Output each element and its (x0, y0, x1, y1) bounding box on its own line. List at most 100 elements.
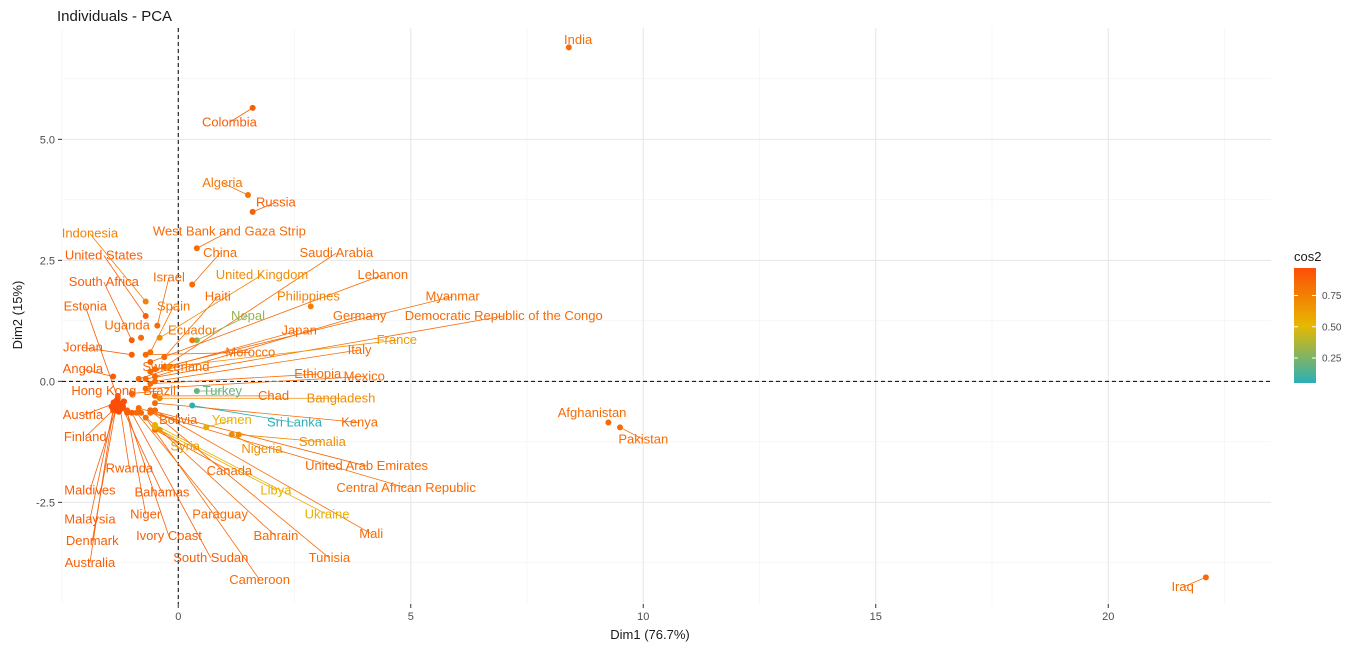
data-point (119, 403, 127, 410)
label-connector (89, 410, 114, 520)
label-segments (82, 107, 1207, 588)
point-label: Estonia (64, 298, 108, 313)
data-point (152, 373, 158, 380)
data-point (152, 378, 158, 385)
label-connector (122, 407, 163, 493)
x-tick-label: 20 (1102, 611, 1114, 623)
label-connector (150, 373, 318, 385)
label-connector (138, 407, 179, 421)
point-labels: India Colombia Algeria Russia West Bank and … (62, 32, 1194, 594)
label-connector (150, 330, 300, 373)
point-label: Germany (333, 308, 387, 323)
data-point (193, 245, 200, 252)
point-label: Japan (281, 323, 316, 338)
point-label: Switzerland (142, 359, 209, 374)
label-connector (82, 347, 132, 356)
data-point (307, 303, 314, 310)
label-connector (145, 417, 260, 581)
y-axis: -2.5 0.0 2.5 5.0 (36, 134, 62, 509)
data-point (605, 419, 612, 426)
point-label: Rwanda (106, 460, 154, 475)
point-label: Yemen (212, 412, 252, 427)
label-connector (238, 434, 323, 443)
data-point (138, 334, 145, 341)
label-connector (168, 339, 397, 368)
data-point (115, 408, 123, 415)
point-label: Malaysia (64, 511, 116, 526)
point-label: United Arab Emirates (305, 458, 428, 473)
label-connector (126, 412, 170, 537)
label-connector (196, 315, 249, 341)
x-tick-label: 10 (637, 611, 649, 623)
data-point (161, 354, 168, 361)
point-label: South Africa (69, 274, 140, 289)
data-point (193, 388, 200, 395)
label-connector (140, 412, 277, 537)
point-label: Cameroon (229, 572, 290, 587)
label-connector (149, 306, 174, 353)
data-point (110, 373, 117, 380)
point-label: Denmark (66, 533, 119, 548)
point-label: Uganda (104, 318, 150, 333)
label-connector (150, 409, 367, 467)
point-label: West Bank and Gaza Strip (153, 223, 306, 238)
point-label: Ethiopia (294, 366, 342, 381)
point-label: Bahamas (135, 485, 190, 500)
data-point (113, 397, 121, 404)
data-point (235, 431, 242, 438)
label-connector (252, 201, 277, 213)
point-label: Russia (256, 194, 297, 209)
point-label: Niger (130, 506, 162, 521)
data-point (142, 298, 149, 305)
label-connector (154, 424, 328, 515)
label-connector (145, 376, 365, 390)
data-point (245, 191, 251, 198)
point-label: Myanmar (426, 289, 481, 304)
data-point (108, 403, 116, 410)
data-point (135, 375, 142, 382)
data-point (156, 395, 163, 402)
point-label: Libya (260, 482, 292, 497)
x-tick-label: 15 (870, 611, 882, 623)
x-axis-title: Dim1 (76.7%) (610, 627, 689, 642)
point-label: Nigeria (241, 441, 283, 456)
point-label: Maldives (64, 482, 116, 497)
y-tick-label: 5.0 (40, 134, 55, 146)
data-point (152, 392, 158, 399)
point-label: Israel (153, 269, 185, 284)
label-connector (154, 410, 372, 535)
point-label: Syria (170, 439, 200, 454)
legend-tick-label: 0.75 (1322, 291, 1342, 302)
label-connector (222, 182, 249, 196)
point-label: Ivory Coast (136, 528, 202, 543)
label-connector (119, 407, 130, 469)
data-point (565, 44, 572, 51)
label-connector (103, 281, 133, 341)
label-connector (1182, 577, 1207, 588)
data-point (165, 363, 172, 370)
label-connector (154, 296, 453, 370)
point-label: Mexico (344, 369, 385, 384)
data-point (147, 368, 154, 375)
data-point (142, 351, 149, 358)
y-tick-label: -2.5 (36, 497, 55, 509)
data-point (154, 322, 161, 329)
point-label: Haiti (205, 289, 231, 304)
data-point (156, 334, 163, 341)
point-label: Democratic Republic of the Congo (405, 308, 603, 323)
data-point (114, 392, 121, 399)
label-connector (145, 315, 504, 380)
point-label: Paraguay (192, 506, 248, 521)
point-label: Lebanon (358, 267, 409, 282)
data-point (189, 402, 196, 409)
data-point (249, 208, 256, 215)
data-point (138, 409, 145, 416)
label-connector (164, 252, 337, 368)
legend-colorbar (1294, 268, 1316, 383)
data-point (128, 337, 135, 344)
point-label: Colombia (202, 114, 258, 129)
point-label: Morocco (225, 344, 275, 359)
y-axis-title: Dim2 (15%) (10, 281, 25, 350)
data-point (189, 337, 196, 344)
